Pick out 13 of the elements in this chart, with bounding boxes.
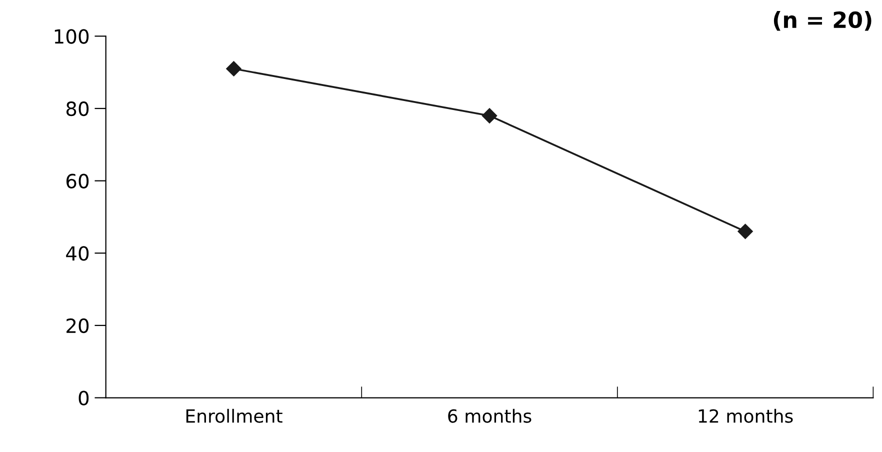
y-tick-label: 20 <box>66 318 89 334</box>
y-tick-label: 40 <box>66 246 89 261</box>
chart-title: (n = 20) <box>774 10 872 31</box>
y-tick-label: 80 <box>66 101 89 116</box>
y-tick-label: 0 <box>78 390 89 406</box>
point <box>226 61 242 76</box>
x-tick-label: 6 months <box>448 408 532 423</box>
point <box>738 224 753 239</box>
point <box>482 108 498 124</box>
y-tick-label: 60 <box>66 174 89 188</box>
y-tick-label: 100 <box>54 29 89 44</box>
x-tick-label: 12 months <box>698 408 793 423</box>
x-tick-label: Enrollment <box>186 408 282 423</box>
